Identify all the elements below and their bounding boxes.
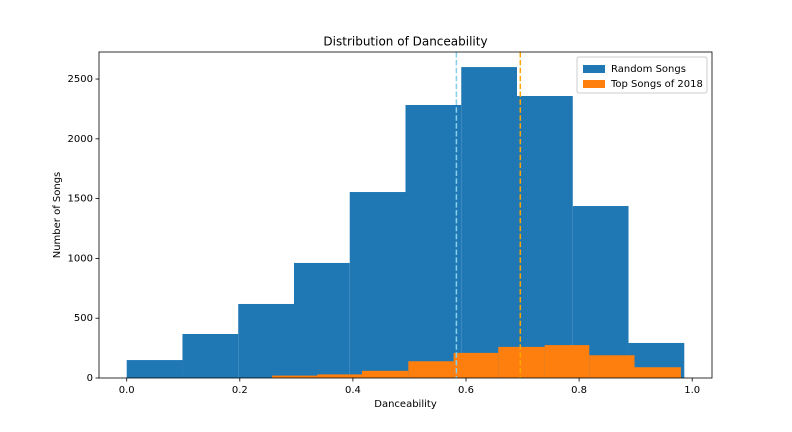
y-tick-label: 0 xyxy=(87,373,93,384)
bar xyxy=(182,333,239,378)
y-tick-label: 500 xyxy=(74,313,93,324)
bar xyxy=(361,370,409,378)
bar xyxy=(408,361,454,378)
x-axis-label: Danceability xyxy=(374,399,437,410)
bar xyxy=(461,67,518,378)
x-tick-label: 0.4 xyxy=(345,385,361,396)
legend-swatch xyxy=(583,80,605,88)
y-tick-label: 2000 xyxy=(68,134,93,145)
bar xyxy=(317,374,362,378)
y-tick-label: 1000 xyxy=(68,253,93,264)
bar xyxy=(349,192,406,378)
y-tick-label: 1500 xyxy=(68,194,93,205)
plot-frame xyxy=(98,51,713,379)
y-tick-label: 2500 xyxy=(68,74,93,85)
legend-swatch xyxy=(583,65,605,73)
bar xyxy=(589,355,635,378)
bar xyxy=(238,303,294,378)
y-axis-label: Number of Songs xyxy=(52,172,63,259)
legend-box xyxy=(576,56,708,94)
bar xyxy=(126,360,183,378)
bar xyxy=(272,375,318,378)
legend-label: Top Songs of 2018 xyxy=(610,79,703,90)
x-tick-label: 0.6 xyxy=(458,385,474,396)
bar xyxy=(498,346,545,378)
x-tick-label: 0.8 xyxy=(571,385,587,396)
bar xyxy=(544,345,590,378)
x-tick-label: 0.0 xyxy=(119,385,135,396)
bar xyxy=(517,96,573,379)
chart-title: Distribution of Danceability xyxy=(323,35,487,49)
legend-label: Random Songs xyxy=(611,64,686,75)
bar xyxy=(453,352,499,378)
bar xyxy=(405,104,462,378)
bar xyxy=(634,367,681,378)
x-tick-label: 1.0 xyxy=(684,385,700,396)
x-tick-label: 0.2 xyxy=(232,385,248,396)
bar xyxy=(293,262,350,378)
